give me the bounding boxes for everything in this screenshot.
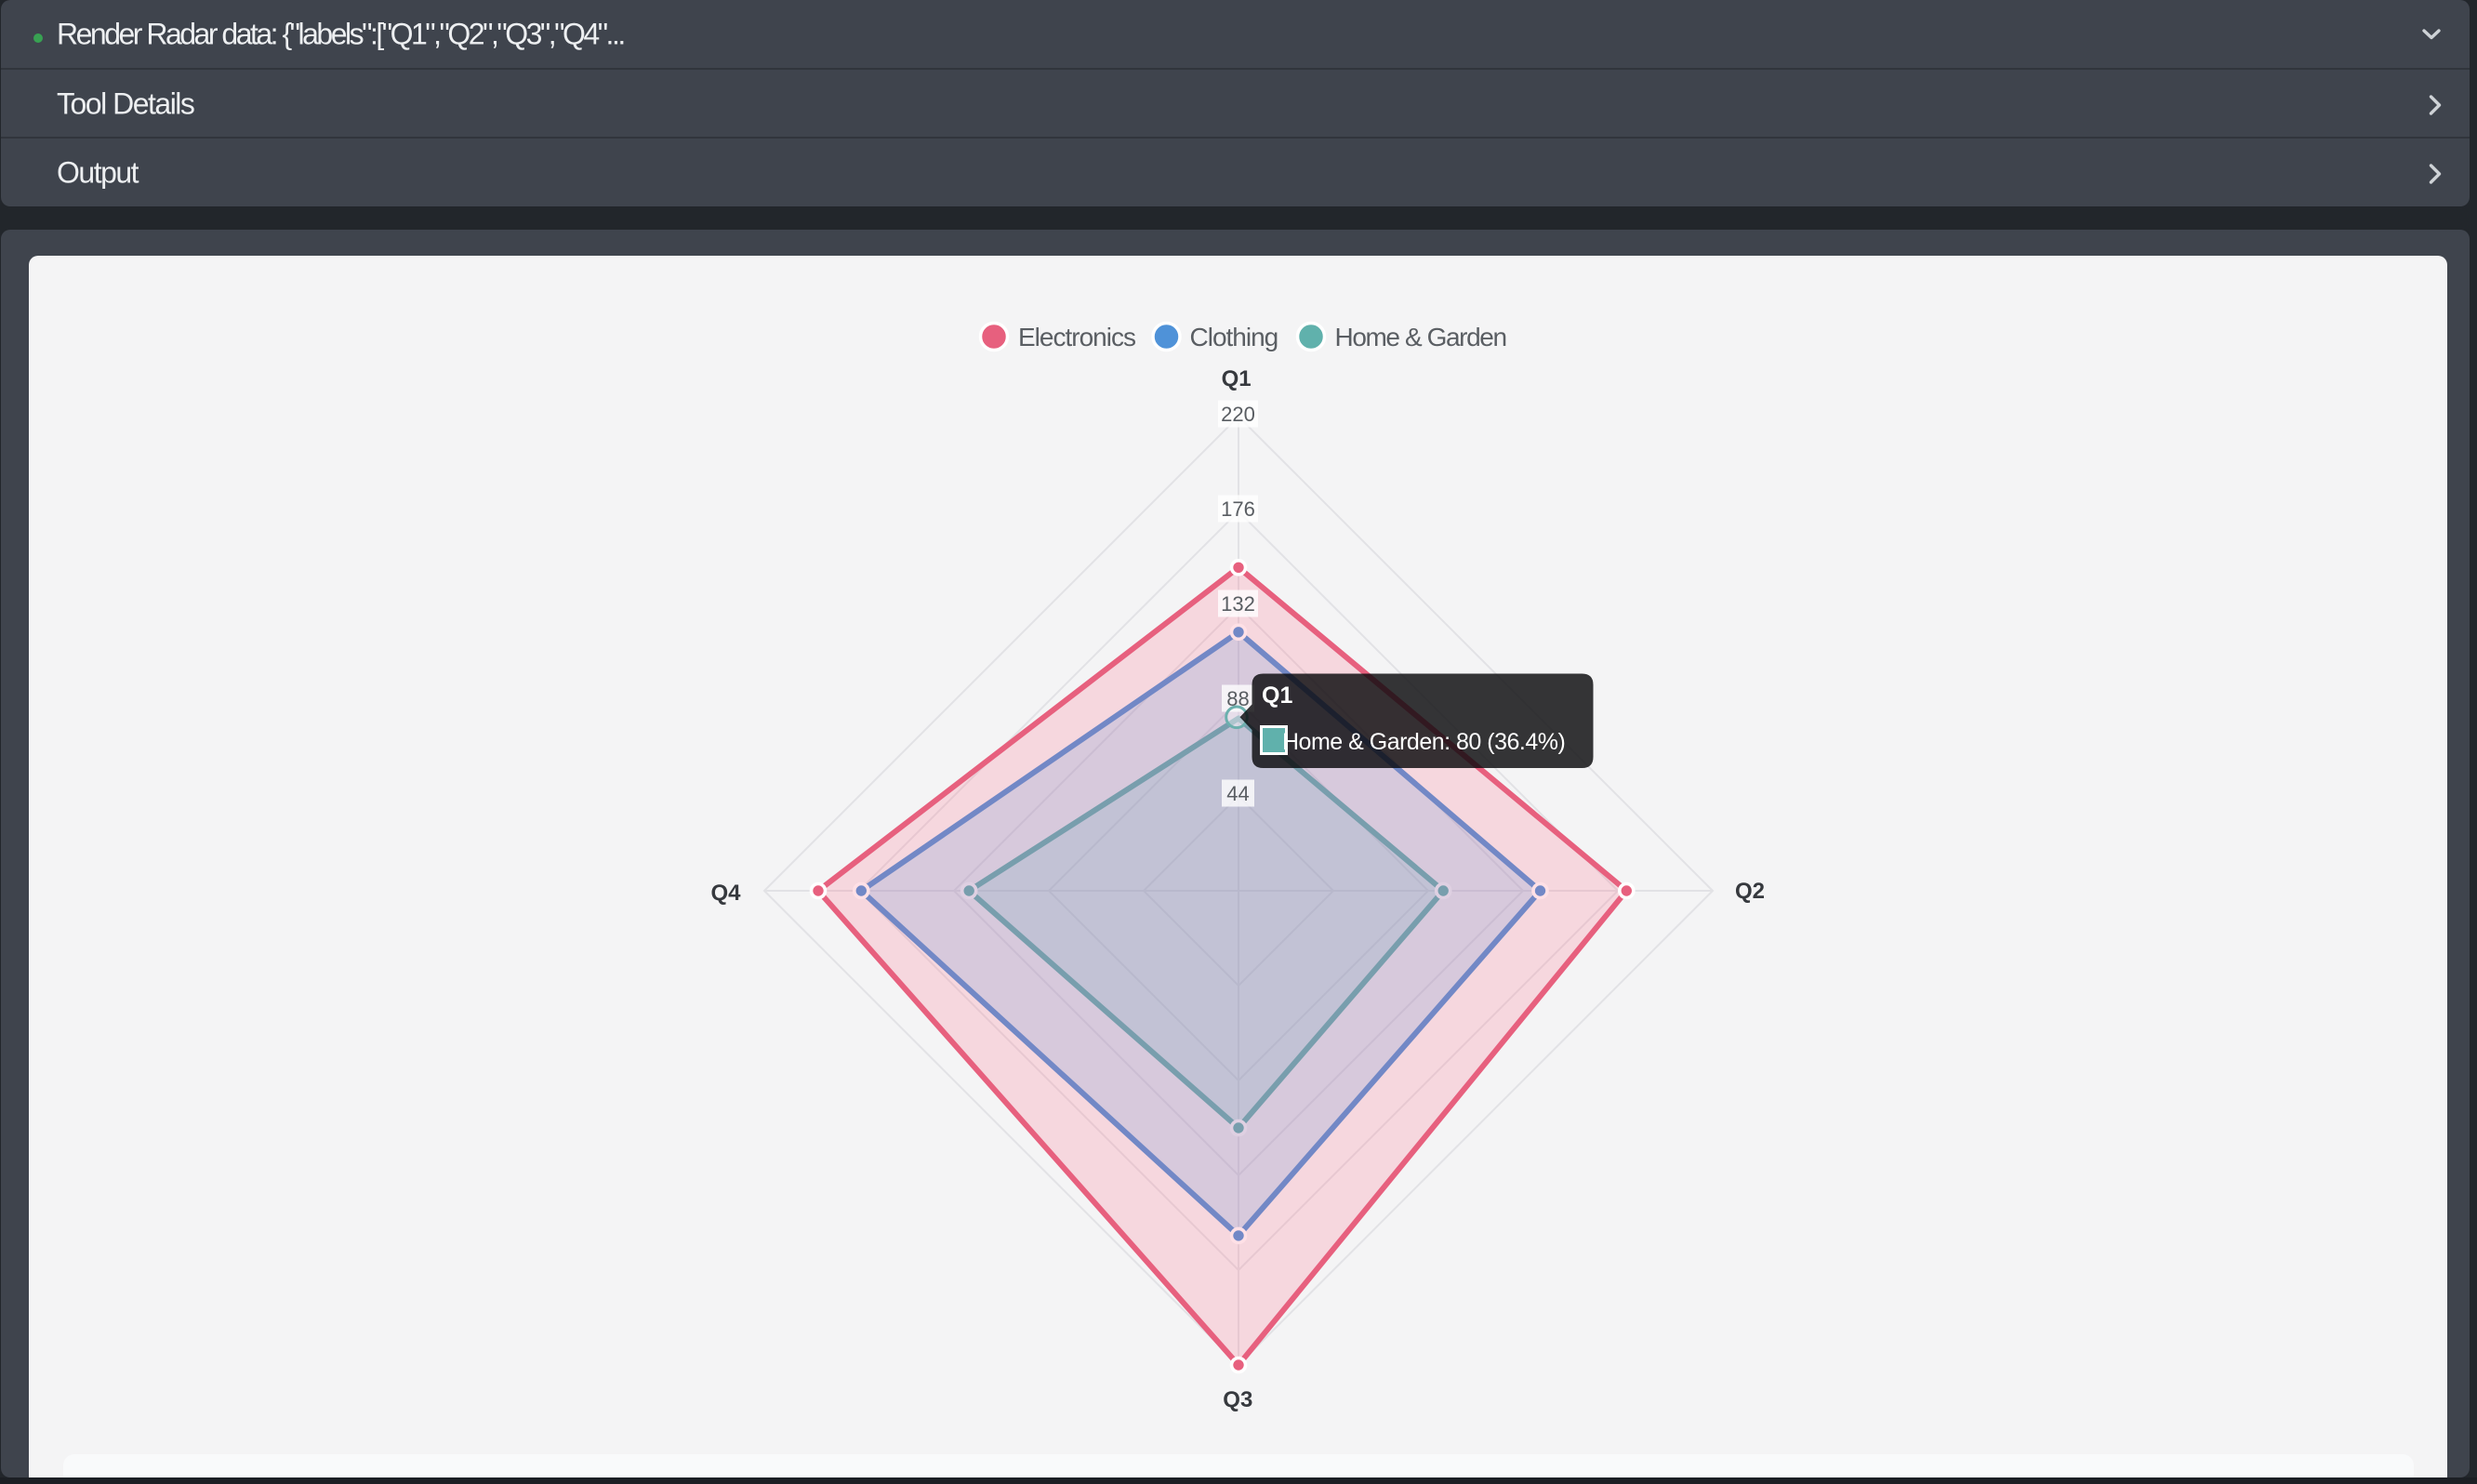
svg-text:44: 44 (1226, 782, 1249, 805)
svg-text:Electronics: Electronics (1018, 323, 1135, 351)
svg-text:Q1: Q1 (1262, 682, 1292, 709)
svg-text:Q4: Q4 (710, 881, 741, 906)
svg-text:176: 176 (1221, 497, 1255, 521)
svg-text:Home & Garden: 80 (36.4%): Home & Garden: 80 (36.4%) (1282, 729, 1565, 755)
svg-text:220: 220 (1221, 403, 1255, 426)
svg-text:Clothing: Clothing (1190, 323, 1278, 351)
svg-text:Q2: Q2 (1735, 879, 1765, 904)
svg-text:132: 132 (1221, 592, 1255, 616)
svg-text:Home & Garden: Home & Garden (1335, 323, 1506, 351)
svg-text:Q3: Q3 (1223, 1387, 1252, 1412)
svg-text:Q1: Q1 (1222, 366, 1252, 391)
